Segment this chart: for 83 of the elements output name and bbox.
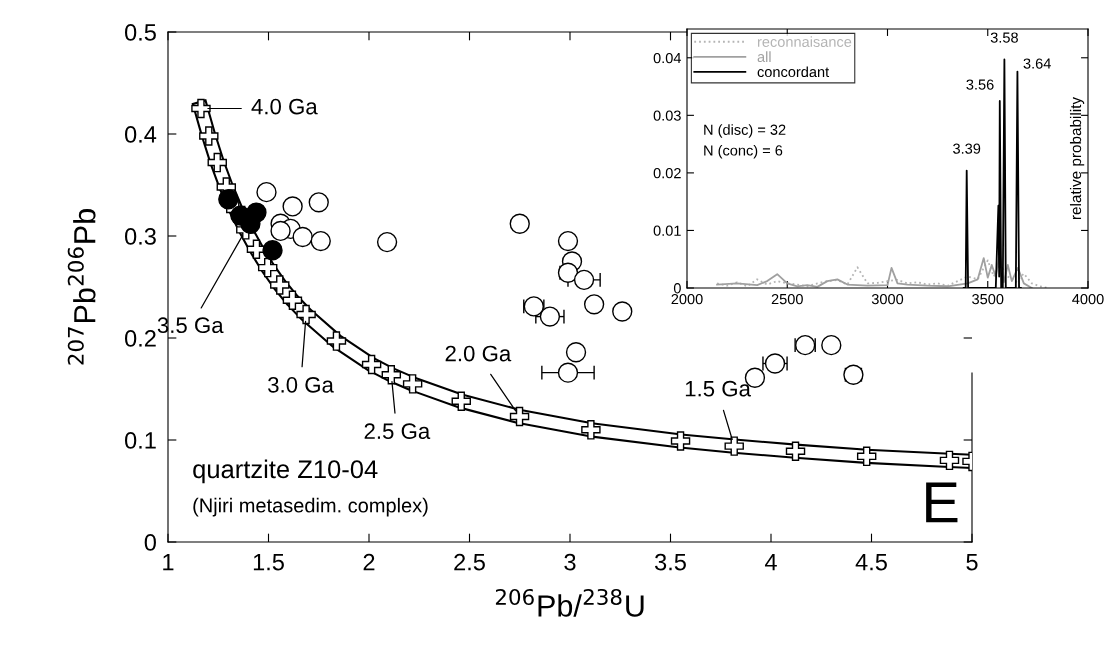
annotation: 3.0 Ga xyxy=(268,376,334,393)
x-tick-label: 4000 xyxy=(1072,293,1104,305)
point xyxy=(310,230,331,252)
x-tick-label: 2 xyxy=(363,553,375,571)
point xyxy=(282,290,303,310)
annotation: N (disc) = 32 xyxy=(704,124,786,138)
point xyxy=(218,189,239,210)
y-tick-label: 0 xyxy=(144,534,156,551)
point xyxy=(557,362,579,383)
y-tick-label: 0 xyxy=(673,283,681,294)
legend-label: concordant xyxy=(757,66,830,78)
x-tick-label: 3500 xyxy=(972,293,1004,305)
point xyxy=(509,213,530,234)
point xyxy=(724,436,744,456)
y-tick-label: 0.3 xyxy=(124,228,156,245)
annotation: quartzite Z10-04 xyxy=(193,459,378,484)
annotation: 3.56 xyxy=(966,79,994,90)
point xyxy=(509,406,530,427)
point xyxy=(451,391,471,411)
point xyxy=(207,152,227,173)
point xyxy=(282,196,303,217)
point xyxy=(262,240,283,261)
point xyxy=(270,275,290,295)
point xyxy=(199,126,219,146)
y-axis-title: relative probability xyxy=(1069,96,1085,220)
point xyxy=(939,450,960,471)
y-tick-label: 0.4 xyxy=(124,126,157,143)
annotation: 2.0 Ga xyxy=(445,345,512,362)
point xyxy=(565,342,587,363)
y-tick-label: 0.02 xyxy=(653,167,681,179)
point xyxy=(670,431,691,451)
point xyxy=(402,374,423,394)
x-tick-label: 3000 xyxy=(871,293,904,305)
annotation: E xyxy=(926,482,958,523)
annotation: 3.39 xyxy=(953,143,981,154)
point xyxy=(583,294,605,315)
point xyxy=(376,231,398,253)
point xyxy=(292,226,313,248)
point xyxy=(821,334,842,356)
point xyxy=(191,98,211,119)
x-tick-label: 4.5 xyxy=(855,553,887,571)
point xyxy=(381,364,402,385)
x-axis-title: $^{206}$Pb/$^{238}$U xyxy=(495,588,644,617)
point xyxy=(557,230,579,252)
x-tick-label: 1.5 xyxy=(253,553,284,571)
x-tick-label: 3 xyxy=(564,553,576,571)
point xyxy=(573,269,595,291)
point xyxy=(296,304,316,325)
x-tick-label: 4 xyxy=(764,553,777,571)
point xyxy=(308,192,329,213)
annotation: 3.64 xyxy=(1023,58,1051,69)
annotation: 2.5 Ga xyxy=(364,423,431,440)
annotation: 3.58 xyxy=(990,32,1018,43)
x-tick-label: 2000 xyxy=(671,293,703,305)
legend-label: all xyxy=(757,51,771,63)
point xyxy=(539,306,561,327)
annotation: 4.0 Ga xyxy=(251,98,318,115)
x-tick-label: 1 xyxy=(163,553,174,571)
annotation: 1.5 Ga xyxy=(685,380,751,397)
x-tick-label: 2500 xyxy=(771,293,803,305)
y-tick-label: 0.01 xyxy=(653,225,681,236)
annotation: (Njiri metasedim. complex) xyxy=(193,497,428,517)
point xyxy=(581,420,601,440)
point xyxy=(856,446,877,467)
y-axis-title: $^{207}$Pb$^{206}$Pb xyxy=(67,209,96,365)
x-tick-label: 5 xyxy=(966,553,978,571)
point xyxy=(326,331,347,351)
legend-label: reconnaisance xyxy=(757,36,852,47)
point xyxy=(612,301,633,322)
point xyxy=(557,262,579,283)
y-tick-label: 0.04 xyxy=(653,52,682,64)
x-tick-label: 3.5 xyxy=(654,553,686,571)
point xyxy=(257,257,278,278)
point xyxy=(270,220,291,242)
y-tick-label: 0.1 xyxy=(124,432,156,449)
annotation: N (conc) = 6 xyxy=(704,144,783,159)
y-tick-label: 0.2 xyxy=(124,330,156,347)
point xyxy=(256,181,277,203)
y-tick-label: 0.03 xyxy=(653,110,681,121)
point xyxy=(361,354,382,375)
x-tick-label: 2.5 xyxy=(454,553,485,571)
point xyxy=(785,441,806,461)
y-tick-label: 0.5 xyxy=(124,24,156,41)
